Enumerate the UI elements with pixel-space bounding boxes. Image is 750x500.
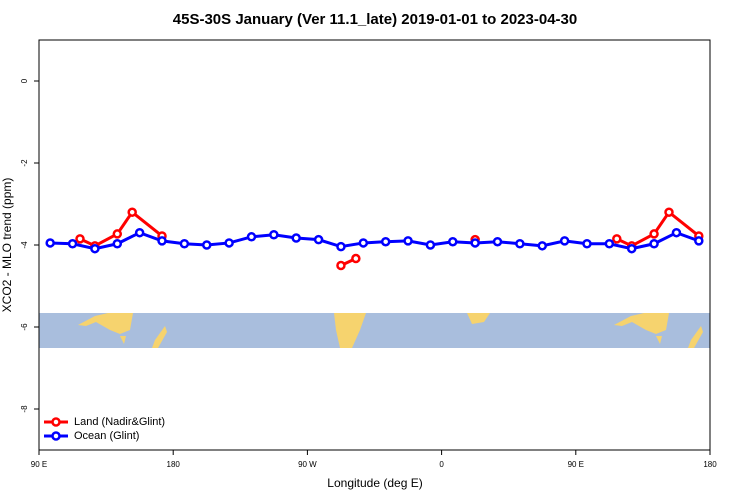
point [75,234,85,244]
continent [614,313,669,334]
x-tick-label: 90 E [568,460,584,469]
legend-label: Ocean (Glint) [74,430,139,442]
point [626,243,637,254]
point [537,241,547,251]
continent [656,336,662,344]
point [694,236,704,246]
continent [688,326,703,348]
point [336,241,346,252]
point [559,236,570,246]
legend-marker [51,417,61,427]
y-tick-label: -8 [20,405,29,413]
chart-title: 45S-30S January (Ver 11.1_late) 2019-01-… [173,11,577,28]
x-axis-label: Longitude (deg E) [327,476,422,490]
point [358,238,369,248]
point [492,236,503,247]
series-line [50,231,700,251]
y-axis-label: XCO2 - MLO trend (ppm) [0,178,14,313]
point [604,239,615,249]
continent [152,326,167,348]
x-tick-label: 90 W [298,460,317,469]
point [582,239,592,249]
point [246,232,257,242]
x-tick-label: 180 [703,460,717,469]
y-tick-label: -2 [20,159,29,167]
point [269,230,279,240]
legend-marker [51,431,61,441]
y-tick-label: -4 [20,241,29,249]
point [425,240,436,250]
y-tick-label: 0 [20,78,29,83]
point [664,207,674,217]
x-tick-label: 180 [167,460,181,469]
point [403,236,413,246]
point [90,243,100,254]
point [179,239,190,249]
point [649,229,659,239]
point [649,239,659,249]
legend-label: Land (Nadir&Glint) [74,416,165,428]
point [448,236,458,247]
point [45,238,55,248]
map-band [39,313,710,348]
point [157,236,167,246]
point [67,239,78,249]
x-tick-label: 0 [439,460,444,469]
continent [334,313,366,348]
point [515,239,525,249]
continent [120,336,126,344]
ocean-band [39,313,710,348]
point [127,207,137,217]
continent [467,313,490,324]
point [134,227,145,238]
point [112,239,123,249]
point [313,234,324,245]
continent [78,313,133,334]
point [336,260,346,271]
point [291,233,301,243]
point [380,236,391,247]
point [351,253,361,264]
point [612,234,622,244]
point [202,240,212,250]
point [112,229,123,239]
x-tick-label: 90 E [31,460,47,469]
y-tick-label: -6 [20,323,29,331]
point [470,238,480,248]
point [224,238,234,248]
point [671,227,682,238]
